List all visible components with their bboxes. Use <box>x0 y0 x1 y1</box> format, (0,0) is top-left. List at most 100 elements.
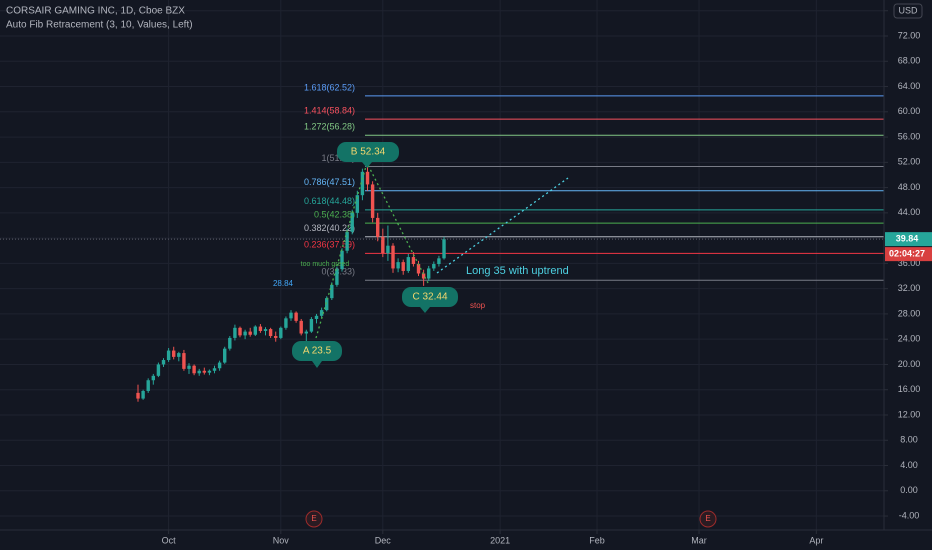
y-tick-label: 64.00 <box>898 81 921 91</box>
candle-body <box>263 329 268 331</box>
bubble <box>402 287 458 307</box>
candle-body <box>151 375 156 381</box>
candle-body <box>437 258 441 265</box>
time-axis <box>0 530 932 550</box>
candle-body <box>442 239 446 259</box>
candle-body <box>197 370 201 374</box>
x-tick-label: 2021 <box>490 535 510 545</box>
bubble-b: B 52.34 <box>337 142 399 168</box>
candle-body <box>192 365 196 374</box>
candle-body <box>279 327 283 338</box>
candle-body <box>207 370 212 373</box>
candle-body <box>238 327 242 336</box>
price-axis <box>884 0 932 550</box>
candle-body <box>136 392 140 399</box>
countdown-box <box>885 247 932 262</box>
candle-body <box>411 257 416 265</box>
fib-level-label: 0.618(44.48) <box>304 196 355 206</box>
candle-body <box>182 353 186 369</box>
candle-body <box>309 318 314 332</box>
candle-body <box>217 362 222 369</box>
candle-body <box>421 273 426 279</box>
y-tick-label: 68.00 <box>898 56 921 66</box>
y-tick-label: 4.00 <box>900 460 918 470</box>
candle-body <box>401 262 405 271</box>
marker-circle <box>699 510 717 528</box>
bubble-tail <box>420 307 430 313</box>
annotation: too much greed <box>301 261 350 268</box>
fib-level-label: 0.786(47.51) <box>304 177 355 187</box>
y-tick-label: 60.00 <box>898 106 921 116</box>
fib-level-label: 0.236(37.59) <box>304 240 355 250</box>
earnings-marker: E <box>699 510 717 528</box>
candle-body <box>161 360 166 365</box>
fib-level-label: 1.414(58.84) <box>304 106 355 116</box>
annotation: stop <box>470 301 486 310</box>
y-tick-label: 36.00 <box>898 258 921 268</box>
candle-body <box>330 284 334 299</box>
candle-body <box>258 326 263 331</box>
last-price-box <box>885 232 932 247</box>
candles <box>136 160 446 402</box>
fib-level-label: 1(51.34) <box>321 153 355 163</box>
candle-body <box>299 320 303 334</box>
earnings-marker: E <box>305 510 323 528</box>
fib-retracement: 1.618(62.52) 1.414(58.84) 1.272(56.28) 1(51… <box>304 82 884 281</box>
x-tick-label: Nov <box>273 535 290 545</box>
candle-body <box>304 331 309 334</box>
y-tick-label: 12.00 <box>898 409 921 419</box>
candle-body <box>223 348 227 363</box>
x-tick-label: Oct <box>162 535 177 545</box>
annotation: B 52.34 <box>351 147 386 158</box>
candle-body <box>187 365 191 369</box>
x-tick-label: Mar <box>691 535 707 545</box>
candle-body <box>340 250 344 270</box>
fib-level-label: 1.272(56.28) <box>304 122 355 132</box>
candle-body <box>233 327 237 338</box>
bubble-tail <box>362 162 372 168</box>
candle-body <box>427 268 431 279</box>
currency-button[interactable]: USD <box>893 3 923 19</box>
candle-body <box>166 350 171 361</box>
axis-labels: -4.00 0.00 4.00 8.00 12.00 16.00 20.00 24.00 28.… <box>162 5 921 545</box>
annotation: A 23.5 <box>303 346 332 357</box>
candle-body <box>335 269 339 285</box>
candle-body <box>177 353 181 357</box>
abc-path <box>315 161 429 339</box>
candle-body <box>268 329 273 337</box>
last-price: 39.84 02:04:27 <box>0 232 932 262</box>
candle-body <box>325 298 329 311</box>
candle-body <box>319 310 324 316</box>
candle-body <box>345 231 349 251</box>
candle-body <box>228 337 232 349</box>
fib-level-label: 1.618(62.52) <box>304 82 355 92</box>
currency-label[interactable]: USD <box>898 5 918 15</box>
annotation: C 32.44 <box>412 292 447 303</box>
y-tick-label: 48.00 <box>898 182 921 192</box>
candle-body <box>212 368 217 371</box>
x-tick-label: Dec <box>375 535 392 545</box>
annotation: Long 35 with uptrend <box>466 265 569 277</box>
y-tick-label: 8.00 <box>900 435 918 445</box>
candle-body <box>350 212 354 232</box>
candle-body <box>381 236 385 254</box>
indicator-title: Auto Fib Retracement (3, 10, Values, Lef… <box>6 20 193 31</box>
y-tick-label: 72.00 <box>898 30 921 40</box>
bubble-tail <box>312 361 322 368</box>
y-tick-label: 56.00 <box>898 131 921 141</box>
candle-body <box>146 380 150 391</box>
candle-body <box>370 184 375 218</box>
chart-title: CORSAIR GAMING INC, 1D, Cboe BZX <box>6 6 185 17</box>
currency-box[interactable] <box>893 3 923 19</box>
y-tick-label: 32.00 <box>898 283 921 293</box>
candle-body <box>274 336 278 338</box>
candle-body <box>243 331 247 336</box>
candle-body <box>289 312 293 319</box>
bubble <box>292 341 342 361</box>
marker-label: E <box>705 514 710 523</box>
candle-body <box>253 326 258 335</box>
candle-body <box>248 331 252 335</box>
bubble-c: C 32.44 <box>402 287 458 313</box>
